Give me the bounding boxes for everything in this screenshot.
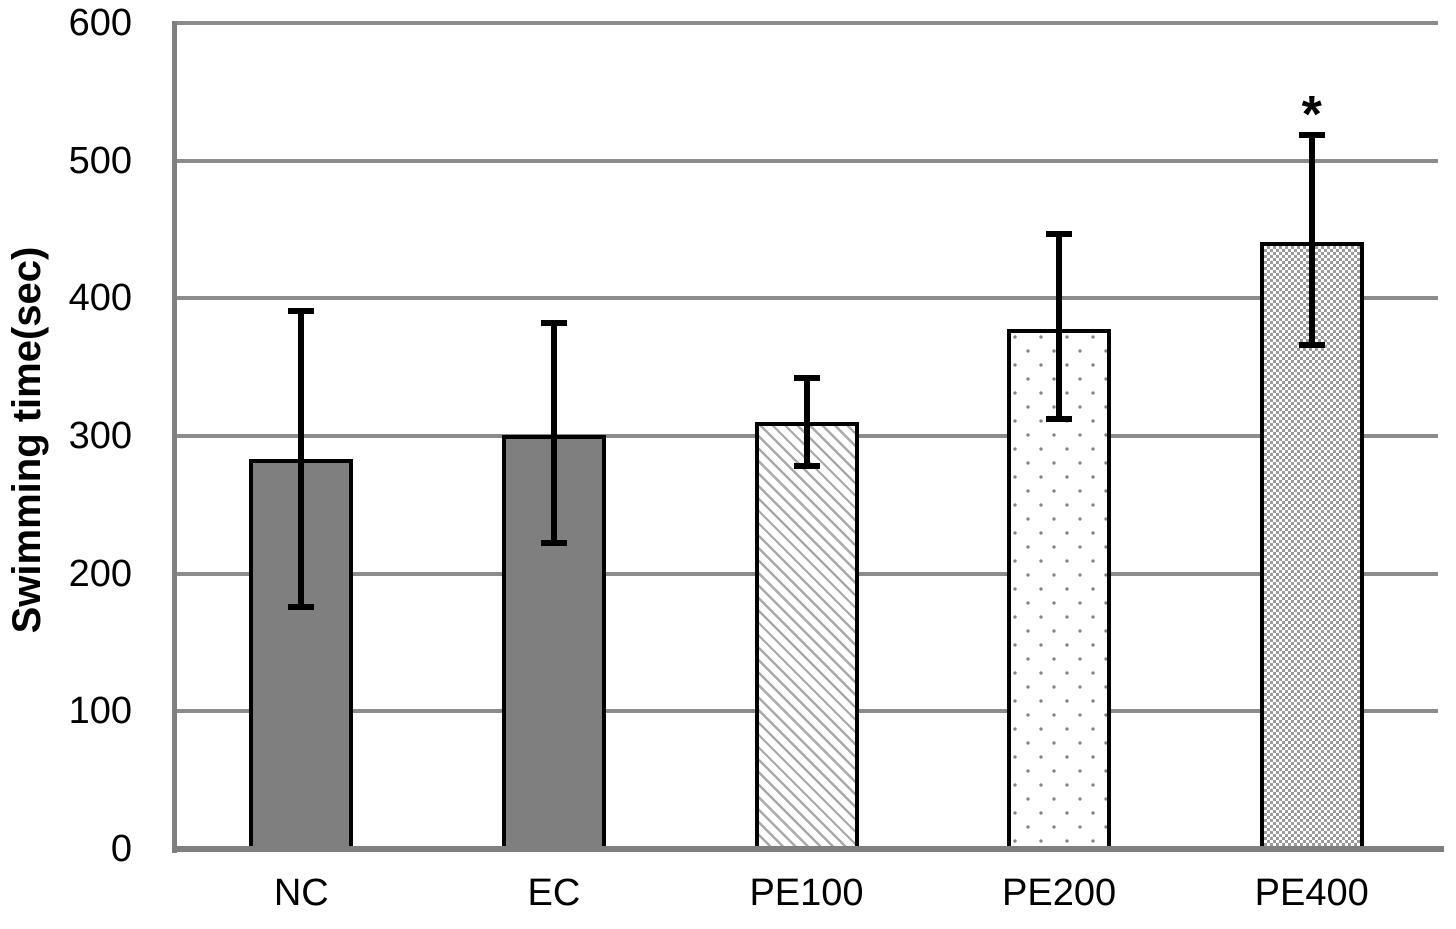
ytick-label-500: 500 xyxy=(68,139,132,182)
bar-pe100 xyxy=(754,422,859,849)
significance-marker-pe400: * xyxy=(1301,85,1322,144)
error-cap-bottom-ec xyxy=(540,540,567,547)
x-axis-line xyxy=(172,846,1444,852)
ytick-label-600: 600 xyxy=(68,2,132,44)
gridline-600 xyxy=(175,21,1438,25)
gridline-400 xyxy=(175,296,1438,301)
error-cap-bottom-pe200 xyxy=(1046,416,1073,423)
gridline-500 xyxy=(175,158,1438,163)
error-cap-top-pe100 xyxy=(793,375,820,382)
error-bar-pe400 xyxy=(1308,134,1315,346)
error-bar-nc xyxy=(298,310,305,607)
error-cap-top-nc xyxy=(288,307,315,314)
ytick-label-400: 400 xyxy=(68,277,132,320)
bar-pe400 xyxy=(1259,241,1364,849)
x-label-ec: EC xyxy=(527,872,581,914)
error-bar-pe100 xyxy=(803,378,810,467)
ytick-label-200: 200 xyxy=(68,552,132,595)
ytick-label-300: 300 xyxy=(68,415,132,457)
x-label-pe400: PE400 xyxy=(1254,872,1369,914)
error-cap-top-pe400 xyxy=(1298,131,1325,138)
error-cap-bottom-nc xyxy=(288,603,315,610)
ytick-label-0: 0 xyxy=(110,828,132,870)
error-bar-ec xyxy=(550,323,557,544)
x-label-pe200: PE200 xyxy=(1002,872,1117,914)
y-axis-line xyxy=(172,21,177,853)
error-cap-bottom-pe400 xyxy=(1298,342,1325,349)
error-cap-bottom-pe100 xyxy=(793,463,820,470)
x-label-nc: NC xyxy=(273,872,329,914)
error-cap-top-ec xyxy=(540,320,567,327)
error-cap-top-pe200 xyxy=(1046,230,1073,237)
x-label-pe100: PE100 xyxy=(749,872,864,914)
ytick-label-100: 100 xyxy=(68,690,132,733)
error-bar-pe200 xyxy=(1056,233,1063,420)
